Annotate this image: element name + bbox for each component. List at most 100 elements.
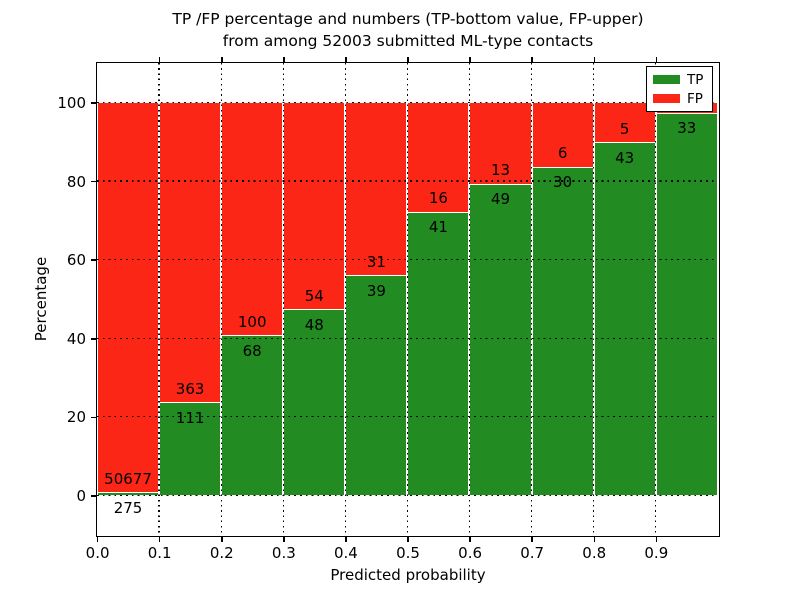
x-tick-top — [593, 57, 596, 62]
bar-count-label-fp: 50677 — [104, 469, 152, 488]
gridline-vertical — [282, 63, 284, 534]
y-axis-label: Percentage — [32, 256, 50, 342]
legend-item-tp: TP — [653, 73, 706, 87]
bar-bin-0.8 — [593, 102, 656, 496]
x-tick-bottom — [531, 537, 533, 542]
bar-segment-fp — [284, 102, 345, 311]
x-tick-top — [221, 57, 223, 62]
bar-count-label-tp: 30 — [553, 173, 573, 192]
gridline-horizontal — [97, 101, 717, 103]
bar-count-label-tp: 68 — [242, 341, 262, 360]
bar-count-label-tp: 275 — [113, 498, 143, 517]
bar-segment-fp — [98, 102, 159, 494]
x-tick-label: 0.9 — [644, 544, 669, 562]
legend-item-fp: FP — [653, 92, 706, 106]
bar-segment-fp — [408, 102, 469, 213]
bar-count-label-tp: 49 — [490, 190, 511, 209]
y-tick-left — [91, 259, 96, 261]
gridline-vertical — [655, 63, 657, 534]
bar-segment-tp — [160, 403, 221, 496]
y-tick-label: 60 — [66, 251, 86, 270]
bar-bin-0.0 — [97, 102, 160, 496]
bar-segment-tp — [222, 336, 283, 496]
bar-bin-0.9 — [655, 102, 718, 496]
x-tick-top — [469, 57, 471, 62]
x-tick-bottom — [655, 537, 658, 542]
chart-title-line2: from among 52003 submitted ML-type conta… — [222, 32, 594, 50]
x-tick-bottom — [469, 537, 471, 542]
x-tick-label: 0.2 — [209, 544, 234, 562]
bar-count-label-fp: 54 — [304, 286, 324, 305]
gridline-vertical — [406, 63, 408, 534]
bar-bin-0.2 — [221, 102, 284, 496]
gridline-horizontal — [97, 416, 717, 418]
bar-segment-tp — [594, 143, 655, 496]
bar-count-label-tp: 39 — [366, 281, 386, 300]
x-tick-top — [655, 57, 658, 62]
legend-label-fp: FP — [687, 90, 703, 107]
bar-segment-fp — [470, 102, 531, 185]
x-tick-label: 0.7 — [520, 544, 545, 562]
legend: TP FP — [646, 66, 713, 112]
bar-bin-0.5 — [407, 102, 470, 496]
x-tick-bottom — [158, 537, 161, 542]
legend-label-tp: TP — [687, 71, 704, 88]
y-tick-label: 100 — [57, 93, 86, 112]
plot-area: 50677 275 363 111 100 68 54 48 31 39 16 41 13 49 6 30 5 4… — [96, 62, 720, 537]
y-tick-label: 0 — [76, 487, 86, 506]
gridline-horizontal — [97, 258, 717, 261]
gridline-vertical — [344, 63, 346, 534]
y-tick-label: 80 — [66, 172, 86, 191]
bar-count-label-fp: 5 — [619, 119, 630, 138]
bar-bin-0.3 — [283, 102, 346, 496]
bar-count-label-fp: 100 — [237, 312, 267, 331]
bar-count-label-tp: 111 — [175, 408, 205, 427]
bar-count-label-fp: 6 — [557, 144, 568, 163]
chart-title: TP /FP percentage and numbers (TP-bottom… — [96, 8, 720, 52]
x-tick-top — [283, 57, 285, 62]
x-tick-top — [345, 57, 347, 62]
x-tick-top — [158, 57, 161, 62]
y-tick-left — [91, 338, 96, 340]
y-tick-left — [91, 416, 96, 419]
gridline-horizontal — [97, 180, 717, 182]
gridline-vertical — [468, 63, 471, 534]
bar-count-label-fp: 363 — [175, 379, 205, 398]
y-tick-left — [91, 180, 96, 183]
bar-segment-tp — [284, 310, 345, 496]
bar-bin-0.6 — [469, 102, 532, 496]
x-tick-bottom — [407, 537, 409, 542]
bar-segment-tp — [656, 113, 717, 496]
x-tick-top — [407, 57, 409, 62]
legend-swatch-fp — [653, 94, 680, 103]
bar-segment-fp — [160, 102, 221, 404]
bar-bin-0.1 — [159, 102, 222, 496]
bar-count-label-tp: 43 — [615, 148, 635, 167]
y-tick-label: 20 — [66, 408, 86, 427]
bar-segment-fp — [532, 102, 593, 168]
gridline-vertical — [220, 63, 222, 534]
gridline-vertical — [158, 63, 160, 534]
bar-count-label-fp: 16 — [428, 189, 448, 208]
bar-segment-tp — [98, 493, 159, 496]
gridline-horizontal — [97, 337, 717, 339]
legend-swatch-tp — [653, 75, 680, 84]
x-tick-bottom — [345, 537, 347, 542]
bar-segment-tp — [408, 212, 469, 496]
x-tick-top — [531, 57, 533, 62]
chart-title-line1: TP /FP percentage and numbers (TP-bottom… — [172, 10, 644, 28]
bar-segment-tp — [470, 184, 531, 496]
x-tick-label: 0.6 — [458, 544, 483, 562]
bar-segment-tp — [346, 276, 407, 496]
x-tick-label: 0.1 — [147, 544, 172, 562]
bar-segment-tp — [532, 167, 593, 496]
bar-count-label-fp: 31 — [366, 252, 386, 271]
x-tick-label: 0.8 — [582, 544, 607, 562]
gridline-vertical — [593, 63, 595, 534]
x-axis-label: Predicted probability — [330, 566, 486, 584]
bar-segment-fp — [346, 102, 407, 277]
bar-count-label-tp: 48 — [304, 315, 324, 334]
y-tick-left — [91, 102, 96, 104]
x-tick-label: 0.5 — [396, 544, 420, 562]
